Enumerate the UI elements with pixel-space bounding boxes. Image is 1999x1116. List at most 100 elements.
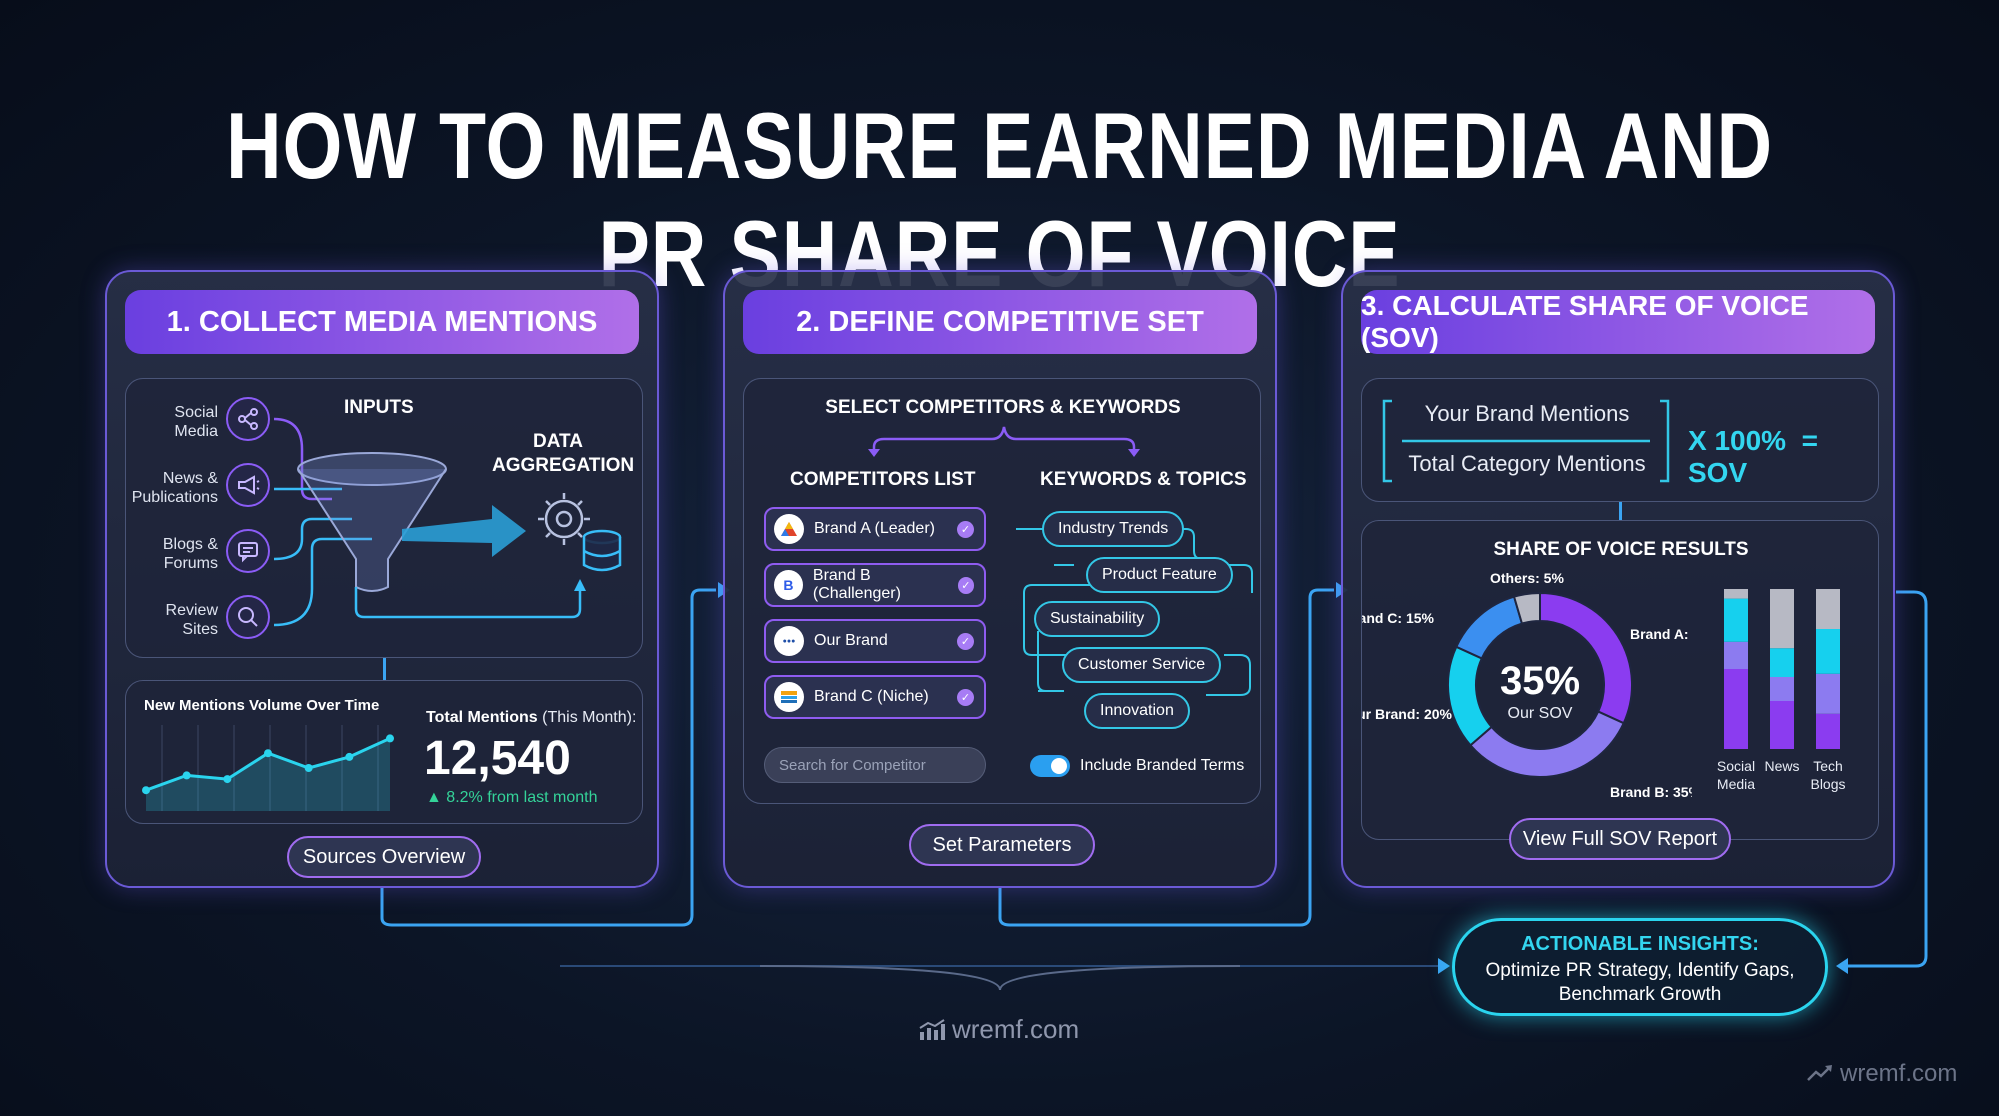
- competitor-item-brand-a[interactable]: Brand A (Leader) ✓: [764, 507, 986, 551]
- arrow-review: [273, 537, 372, 627]
- source-review-line2: Sites: [182, 621, 218, 638]
- sources-overview-button[interactable]: Sources Overview: [287, 836, 481, 878]
- mentions-change-text: 8.2% from last month: [446, 789, 598, 806]
- competitors-list-title: COMPETITORS LIST: [790, 469, 976, 490]
- multiplier-text: X 100%: [1688, 425, 1787, 456]
- step-3-panel: 3. CALCULATE SHARE OF VOICE (SOV) Your B…: [1341, 270, 1895, 888]
- gear-icon: [538, 493, 590, 545]
- funnel-diagram: [273, 417, 622, 627]
- bar-segment-social-media-1: [1724, 641, 1748, 669]
- keyword-product-feature[interactable]: Product Feature: [1086, 557, 1233, 593]
- chart-logo-icon: [919, 1018, 945, 1040]
- bar-segment-tech-blogs-3: [1816, 589, 1840, 629]
- bar-label-news: News: [1764, 758, 1799, 774]
- view-sov-report-button[interactable]: View Full SOV Report: [1509, 818, 1731, 860]
- step-1-header: 1. COLLECT MEDIA MENTIONS: [125, 290, 639, 354]
- branded-terms-label: Include Branded Terms: [1080, 757, 1245, 774]
- check-icon: ✓: [957, 688, 974, 706]
- donut-slice-our-brand: [1447, 645, 1494, 747]
- competitive-set-box: SELECT COMPETITORS & KEYWORDS COMPETITOR…: [743, 378, 1261, 804]
- competitor-item-brand-b[interactable]: B Brand B (Challenger) ✓: [764, 563, 986, 607]
- inputs-to-trend-connector: [383, 658, 386, 680]
- selection-brace: [868, 426, 1140, 457]
- source-blogs-line2: Forums: [163, 555, 218, 572]
- total-mentions-value: 12,540: [424, 732, 571, 785]
- center-watermark-text: wremf.com: [952, 1014, 1080, 1044]
- source-news-line2: Publications: [131, 489, 218, 506]
- keyword-customer-service[interactable]: Customer Service: [1062, 647, 1222, 683]
- bar-segment-social-media-0: [1724, 669, 1748, 749]
- donut-slice-others: [1512, 591, 1541, 625]
- bar-segment-social-media-2: [1724, 598, 1748, 642]
- bar-segment-news-0: [1770, 701, 1794, 749]
- trend-point: [264, 749, 272, 758]
- sov-channel-bars: Social Media News Tech Blogs: [1717, 589, 1846, 792]
- corner-watermark: wremf.com: [1806, 1060, 1957, 1088]
- results-title: SHARE OF VOICE RESULTS: [1493, 539, 1749, 560]
- megaphone-icon: [226, 463, 270, 507]
- step-2-panel: 2. DEFINE COMPETITIVE SET SELECT COMPETI…: [723, 270, 1277, 888]
- center-watermark: wremf.com: [918, 1014, 1079, 1045]
- sov-donut-chart: Brand A: 35% Brand B: 35% Our Brand: 20% Br…: [1362, 570, 1692, 800]
- formula-box: Your Brand Mentions Total Category Menti…: [1361, 378, 1879, 502]
- source-label-social: Social Media: [126, 403, 218, 441]
- formula-numerator: Your Brand Mentions: [1424, 401, 1630, 426]
- check-icon: ✓: [957, 576, 974, 594]
- bar-segment-news-2: [1770, 648, 1794, 677]
- inputs-title: INPUTS: [344, 397, 414, 418]
- keywords-title: KEYWORDS & TOPICS: [1040, 469, 1247, 490]
- sov-result-label: SOV: [1688, 457, 1748, 488]
- chat-icon: [226, 529, 270, 573]
- actionable-insights-box: ACTIONABLE INSIGHTS: Optimize PR Strateg…: [1452, 918, 1828, 1016]
- competitor-search-input[interactable]: Search for Competitor: [764, 747, 986, 783]
- trend-title: New Mentions Volume Over Time: [144, 697, 380, 714]
- branded-terms-toggle[interactable]: [1030, 755, 1070, 777]
- toggle-knob: [1051, 758, 1067, 774]
- formula-brackets: [1382, 399, 1670, 483]
- trend-point: [223, 775, 232, 784]
- donut-label-others: Others: 5%: [1490, 570, 1564, 586]
- step-3-header: 3. CALCULATE SHARE OF VOICE (SOV): [1361, 290, 1875, 354]
- source-label-review: Review Sites: [126, 601, 218, 639]
- connector-1-to-2: [380, 588, 716, 927]
- trend-line-chart: [142, 725, 394, 811]
- inputs-box: INPUTS DATA AGGREGATION Social Media New…: [125, 378, 643, 658]
- connector-3-to-insight: [1848, 590, 1928, 968]
- competitor-item-our-brand[interactable]: ●●● Our Brand ✓: [764, 619, 986, 663]
- formula-denominator: Total Category Mentions: [1408, 451, 1646, 476]
- bar-segment-tech-blogs-1: [1816, 673, 1840, 714]
- keyword-sustainability[interactable]: Sustainability: [1034, 601, 1161, 637]
- bar-segment-social-media-3: [1724, 589, 1748, 599]
- donut-center-value: 35%: [1499, 659, 1581, 703]
- donut-label-our-brand: Our Brand: 20%: [1362, 706, 1453, 722]
- trend-point: [345, 752, 354, 761]
- source-review-line1: Review: [165, 602, 218, 619]
- brand-a-logo: [774, 514, 804, 544]
- bar-label-social-media: Social: [1717, 758, 1755, 774]
- check-icon: ✓: [957, 520, 974, 538]
- corner-watermark-text: wremf.com: [1840, 1060, 1958, 1087]
- competitor-item-brand-c[interactable]: Brand C (Niche) ✓: [764, 675, 986, 719]
- mentions-change: ▲ 8.2% from last month: [426, 789, 597, 807]
- trend-area: [146, 738, 390, 811]
- trend-point: [182, 771, 191, 780]
- check-icon: ✓: [957, 632, 974, 650]
- source-label-news: News & Publications: [126, 469, 218, 507]
- total-mentions-label: Total Mentions (This Month):: [426, 709, 636, 727]
- bar-label-tech-blogs: Tech: [1813, 758, 1843, 774]
- up-arrow-icon: ▲: [426, 789, 442, 806]
- bar-segment-news-3: [1770, 589, 1794, 649]
- source-social-line1: Social: [174, 404, 218, 421]
- trend-box: New Mentions Volume Over Time Total Ment…: [125, 680, 643, 824]
- share-icon: [226, 397, 270, 441]
- equals-sign: =: [1801, 425, 1818, 456]
- set-parameters-button[interactable]: Set Parameters: [909, 824, 1095, 866]
- database-icon: [582, 529, 622, 572]
- trend-point: [304, 764, 313, 772]
- keyword-industry-trends[interactable]: Industry Trends: [1042, 511, 1185, 547]
- step-1-panel: 1. COLLECT MEDIA MENTIONS INPUTS DATA AG…: [105, 270, 659, 888]
- competitor-name: Brand B (Challenger): [812, 567, 901, 602]
- keyword-innovation[interactable]: Innovation: [1084, 693, 1190, 729]
- competitor-name: Brand A (Leader): [814, 520, 935, 537]
- trend-point: [142, 786, 150, 795]
